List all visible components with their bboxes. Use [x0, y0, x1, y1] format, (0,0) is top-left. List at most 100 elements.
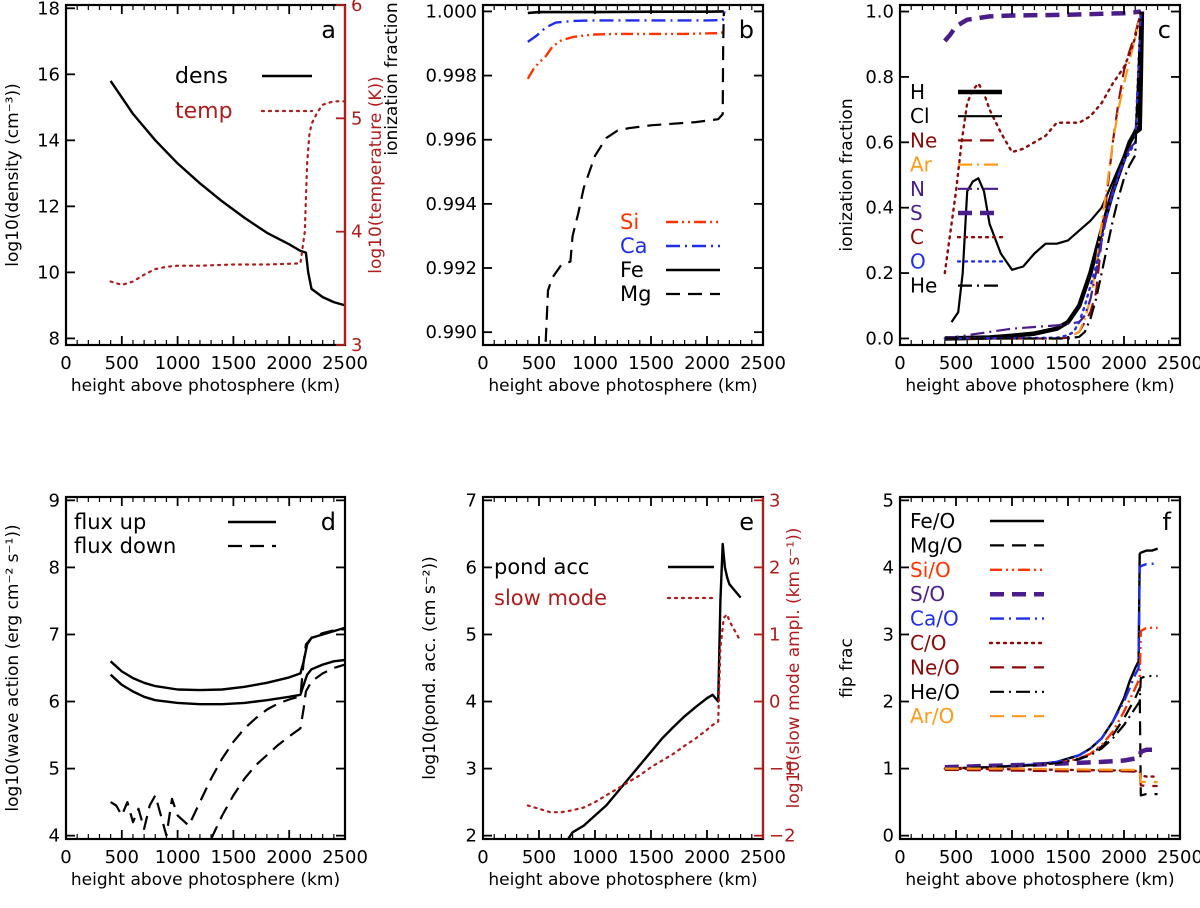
y-tick-label: 0.992 [425, 258, 477, 279]
y2-tick-label: −1 [769, 759, 796, 780]
y2-tick-label: 4 [351, 222, 362, 243]
x-axis-title: height above photosphere (km) [905, 376, 1174, 396]
x-tick-label: 1500 [210, 847, 256, 868]
panel-letter: c [1158, 16, 1171, 44]
legend-label: He [910, 274, 937, 298]
plot-frame [481, 3, 765, 347]
legend-label: Fe [620, 258, 644, 282]
legend-label: S/O [910, 582, 945, 606]
x-tick-label: 2500 [740, 353, 786, 374]
y-axis-title: ionization fraction [837, 98, 857, 251]
series-group [943, 9, 1145, 341]
y-tick-label: 9 [49, 490, 60, 511]
legend: dens temp [175, 64, 314, 124]
panel-letter: d [321, 508, 336, 536]
x-axis-title: height above photosphere (km) [71, 870, 340, 890]
y2-axis-title: log10(slow mode ampl. (km s⁻¹)) [784, 528, 804, 809]
legend-label: pond acc [494, 555, 589, 579]
panel-c: 0 500 1000 1500 2000 2500 0.0 0.2 0.4 0.6 0.8 1.0 he… [837, 2, 1200, 396]
x-tick-label: 1000 [989, 353, 1035, 374]
y2-tick-label: 1 [769, 624, 780, 645]
x-tick-label: 1000 [155, 353, 201, 374]
panel-d: 0 500 1000 1500 2000 2500 4 5 6 7 8 9 height above p… [3, 490, 368, 890]
legend-label: Cl [910, 104, 930, 128]
y-tick-label: 0.2 [865, 263, 894, 284]
legend-label: slow mode [494, 586, 607, 610]
series-line-he [944, 11, 1142, 340]
legend-label: Ar/O [910, 704, 954, 728]
y-tick-label: 1.000 [425, 1, 477, 22]
legend-label: flux up [74, 510, 146, 534]
x-tick-label: 0 [894, 847, 905, 868]
x-tick-label: 500 [939, 353, 973, 374]
series-group [109, 80, 345, 307]
x-tick-label: 1000 [572, 353, 618, 374]
x-axis-title: height above photosphere (km) [488, 376, 757, 396]
y-tick-label: 7 [466, 490, 477, 511]
y-tick-label: 4 [466, 692, 477, 713]
panel-letter: e [739, 508, 754, 536]
y-tick-label: 8 [49, 328, 60, 349]
series-line-he-o [944, 674, 1158, 770]
legend-label: Mg [620, 282, 651, 306]
series-line-h [944, 11, 1145, 341]
panel-letter: f [1163, 508, 1172, 536]
y-tick-label: 0 [883, 826, 894, 847]
series-line-ca-o [944, 562, 1158, 770]
y-axis-title: fip frac [837, 638, 857, 698]
x-tick-label: 2500 [740, 847, 786, 868]
y-tick-label: 12 [37, 196, 60, 217]
y2-tick-label: 6 [351, 0, 362, 16]
y-tick-label: 0.998 [425, 66, 477, 87]
x-axis-title: height above photosphere (km) [488, 870, 757, 890]
y-tick-label: 6 [49, 692, 60, 713]
series-line-ar [944, 11, 1142, 340]
y-tick-label: 6 [466, 557, 477, 578]
legend-label: O [910, 249, 926, 273]
y2-axis-title: log10(temperature (K)) [366, 76, 386, 273]
y2-tick-label: −2 [769, 826, 796, 847]
legend: Fe/OMg/OSi/OS/OCa/OC/ONe/OHe/OAr/O [910, 509, 1046, 728]
y-tick-label: 0.0 [865, 328, 894, 349]
x-tick-label: 1500 [1045, 847, 1091, 868]
legend-label: Si [620, 210, 639, 234]
y-tick-label: 16 [37, 64, 60, 85]
x-tick-label: 1000 [989, 847, 1035, 868]
panel-e: 0 500 1000 1500 2000 2500 2 3 4 5 6 7 −2 −1 0 1 2 3 height… [420, 490, 804, 890]
series-group [526, 10, 726, 342]
series-group [109, 626, 345, 839]
x-tick-label: 2500 [1157, 353, 1200, 374]
x-tick-label: 1500 [628, 847, 674, 868]
x-tick-label: 2000 [1101, 353, 1147, 374]
x-axis-title: height above photosphere (km) [71, 376, 340, 396]
y2-tick-label: 3 [769, 490, 780, 511]
y-tick-label: 0.994 [425, 194, 477, 215]
x-tick-label: 0 [60, 353, 71, 374]
x-tick-label: 2500 [322, 353, 368, 374]
series-line-slow-mode [526, 613, 742, 814]
series-line-n [944, 18, 1142, 340]
series-line-flux-up [109, 658, 345, 706]
x-tick-label: 2500 [1157, 847, 1200, 868]
legend-label: Ca [620, 234, 648, 258]
x-tick-label: 2000 [684, 353, 730, 374]
x-tick-label: 1500 [628, 353, 674, 374]
x-tick-label: 500 [939, 847, 973, 868]
y2-tick-label: 0 [769, 692, 780, 713]
panel-b: 0 500 1000 1500 2000 2500 0.990 0.992 0.994 0.996… [425, 1, 785, 396]
y-tick-label: 0.6 [865, 132, 894, 153]
plot-frame [898, 495, 1182, 841]
series-line-pond-acc [567, 542, 742, 839]
y-tick-label: 10 [37, 262, 60, 283]
x-tick-label: 2500 [322, 847, 368, 868]
y-tick-label: 5 [466, 624, 477, 645]
x-tick-label: 500 [522, 353, 556, 374]
series-line-flux-down [210, 663, 345, 839]
series-line-s [943, 9, 1142, 43]
y2-tick-label: 2 [769, 557, 780, 578]
legend-label: Ne [910, 128, 937, 152]
legend-label: Ne/O [910, 655, 960, 679]
